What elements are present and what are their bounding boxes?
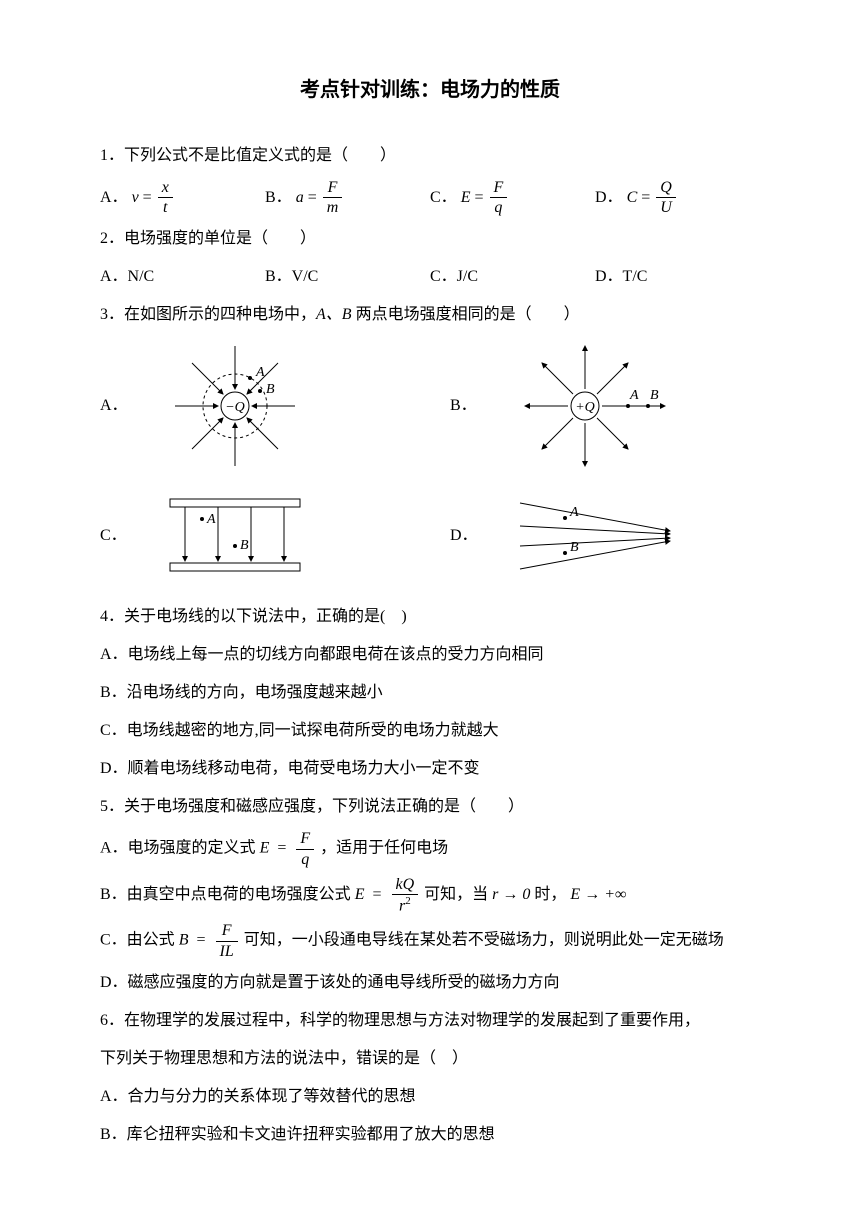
q1-stem: 1．下列公式不是比值定义式的是（ ） (100, 140, 760, 172)
frac-fm-den: m (323, 198, 343, 217)
q5-opt-b: B．由真空中点电荷的电场强度公式 E = kQ r2 可知，当 r → 0 时，… (100, 875, 760, 916)
q5c-pre: C．由公式 (100, 932, 175, 949)
q5a-post: ，适用于任何电场 (320, 840, 448, 857)
q5b-num: kQ (392, 875, 419, 895)
q5a-pre: A．电场强度的定义式 (100, 840, 256, 857)
q6-stem-1: 6．在物理学的发展过程中，科学的物理思想与方法对物理学的发展起到了重要作用， (100, 1005, 760, 1037)
q4-opt-c: C．电场线越密的地方,同一试探电荷所受的电场力就越大 (100, 715, 760, 747)
q2-opt-c: C．J/C (430, 261, 595, 293)
q5c-lhs: B (179, 932, 189, 949)
frac-fq: F q (490, 178, 508, 217)
svg-text:+Q: +Q (575, 400, 595, 415)
q3-stem: 3．在如图所示的四种电场中，A、B 两点电场强度相同的是（ ） (100, 299, 760, 331)
svg-text:A: A (255, 365, 265, 380)
q5a-frac: F q (296, 829, 314, 868)
diagram-parallel-plates: A B (160, 491, 310, 581)
q4-opt-d: D．顺着电场线移动电荷，电荷受电场力大小一定不变 (100, 753, 760, 785)
q4-opt-a: A．电场线上每一点的切线方向都跟电荷在该点的受力方向相同 (100, 639, 760, 671)
eq-sign: = (304, 182, 321, 214)
q5b-shi: 时， (534, 886, 566, 903)
q5c-num: F (216, 921, 238, 941)
q5c-frac: F IL (216, 921, 238, 960)
q5c-den: IL (216, 942, 238, 961)
q3-row-cd: C． A B D． (100, 491, 760, 581)
fa-lhs: a (296, 182, 304, 214)
fc-lhs: C (627, 182, 638, 214)
q1-opt-a: A． v = x t (100, 178, 265, 217)
eq-sign: = (470, 182, 487, 214)
q3-row-ab: A． −Q A B B． (100, 341, 760, 471)
q5b-mid: 可知，当 (424, 886, 488, 903)
fe-lhs: E (461, 182, 471, 214)
svg-text:B: B (650, 388, 659, 403)
frac-fm-num: F (323, 178, 343, 198)
q5b-lhs: E (355, 886, 365, 903)
q1-opt-c: C． E = F q (430, 178, 595, 217)
frac-xt-num: x (158, 178, 173, 198)
fv-lhs: v (132, 182, 139, 214)
diagram-nonuniform-field: A B (510, 491, 680, 581)
svg-text:A: A (569, 505, 579, 520)
q2-options: A．N/C B．V/C C．J/C D．T/C (100, 261, 760, 293)
q2-opt-a: A．N/C (100, 261, 265, 293)
eq-sign: = (273, 840, 290, 857)
diagram-neg-charge: −Q A B (160, 341, 310, 471)
q2-opt-b: B．V/C (265, 261, 430, 293)
frac-xt-den: t (158, 198, 173, 217)
frac-xt: x t (158, 178, 173, 217)
q3-a-label: A． (100, 390, 120, 422)
q5-stem: 5．关于电场强度和磁感应强度，下列说法正确的是（ ） (100, 791, 760, 823)
frac-fm: F m (323, 178, 343, 217)
q6-opt-b: B．库仑扭秤实验和卡文迪许扭秤实验都用了放大的思想 (100, 1119, 760, 1151)
q3-stem-pre: 3．在如图所示的四种电场中， (100, 306, 316, 323)
q5b-den: r2 (392, 895, 419, 916)
q4-stem: 4．关于电场线的以下说法中，正确的是( ) (100, 601, 760, 633)
q1-a-label: A． (100, 182, 128, 214)
q3-b-label: B． (450, 390, 470, 422)
q4-opt-b: B．沿电场线的方向，电场强度越来越小 (100, 677, 760, 709)
q3-stem-mid: A、B (316, 306, 352, 323)
svg-text:A: A (629, 388, 639, 403)
q5c-post: 可知，一小段通电导线在某处若不受磁场力，则说明此处一定无磁场 (244, 932, 724, 949)
frac-fq-num: F (490, 178, 508, 198)
eq-sign: = (139, 182, 156, 214)
page-title: 考点针对训练：电场力的性质 (100, 70, 760, 110)
svg-text:B: B (570, 540, 579, 555)
q1-options: A． v = x t B． a = F m C． E = F q D． C = … (100, 178, 760, 217)
q5b-e: E → +∞ (570, 886, 626, 903)
q2-stem: 2．电场强度的单位是（ ） (100, 223, 760, 255)
svg-text:−Q: −Q (225, 400, 245, 415)
q1-b-label: B． (265, 182, 292, 214)
q5-opt-d: D．磁感应强度的方向就是置于该处的通电导线所受的磁场力方向 (100, 967, 760, 999)
q5a-num: F (296, 829, 314, 849)
frac-qu-den: U (656, 198, 676, 217)
svg-text:B: B (266, 382, 275, 397)
q1-c-label: C． (430, 182, 457, 214)
q5-opt-c: C．由公式 B = F IL 可知，一小段通电导线在某处若不受磁场力，则说明此处… (100, 921, 760, 960)
svg-text:B: B (240, 538, 249, 553)
q1-d-label: D． (595, 182, 623, 214)
q5a-lhs: E (260, 840, 270, 857)
q5b-r: r → 0 (492, 886, 530, 903)
frac-fq-den: q (490, 198, 508, 217)
q6-opt-a: A．合力与分力的关系体现了等效替代的思想 (100, 1081, 760, 1113)
q6-stem-2: 下列关于物理思想和方法的说法中，错误的是（ ） (100, 1043, 760, 1075)
eq-sign: = (637, 182, 654, 214)
q5b-pre: B．由真空中点电荷的电场强度公式 (100, 886, 351, 903)
q5b-frac: kQ r2 (392, 875, 419, 916)
svg-text:A: A (206, 512, 216, 527)
eq-sign: = (192, 932, 209, 949)
q3-d-label: D． (450, 520, 470, 552)
q3-c-label: C． (100, 520, 120, 552)
q2-opt-d: D．T/C (595, 261, 760, 293)
q1-opt-b: B． a = F m (265, 178, 430, 217)
diagram-pos-charge: +Q A B (510, 341, 670, 471)
q5-opt-a: A．电场强度的定义式 E = F q ，适用于任何电场 (100, 829, 760, 868)
q1-opt-d: D． C = Q U (595, 178, 760, 217)
q5a-den: q (296, 850, 314, 869)
q3-stem-post: 两点电场强度相同的是（ ） (352, 306, 580, 323)
frac-qu-num: Q (656, 178, 676, 198)
frac-qu: Q U (656, 178, 676, 217)
eq-sign: = (368, 886, 385, 903)
